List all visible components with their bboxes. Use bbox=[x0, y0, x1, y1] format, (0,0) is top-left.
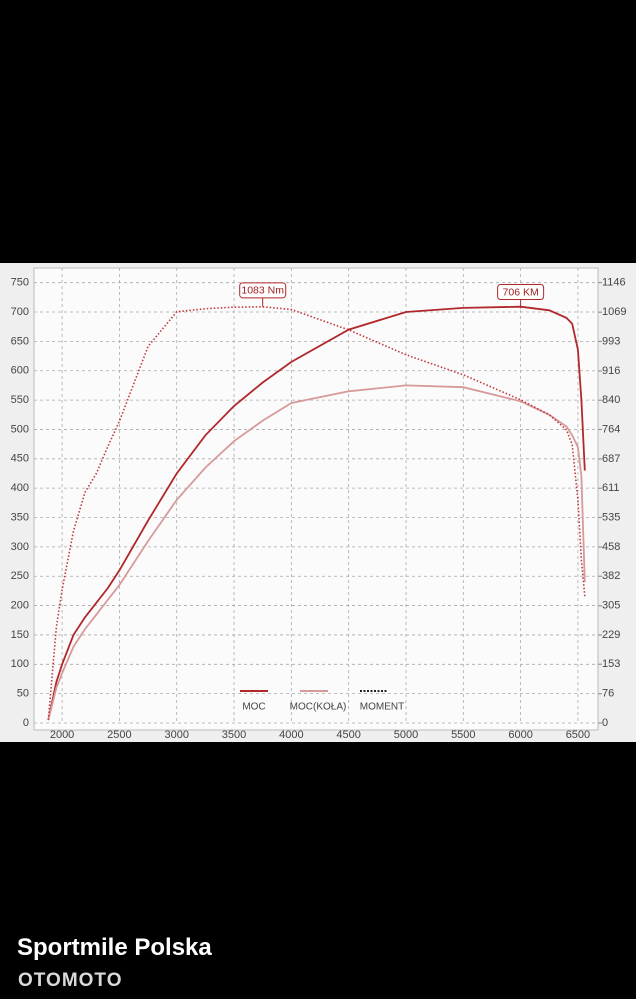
x-tick-label: 5000 bbox=[394, 729, 418, 741]
legend-label: MOMENT bbox=[360, 702, 404, 713]
x-tick-label: 4500 bbox=[336, 729, 360, 741]
x-tick-label: 3500 bbox=[222, 729, 246, 741]
plot-area bbox=[33, 267, 599, 731]
y-tick-label: 100 bbox=[11, 658, 29, 670]
y-tick-label: 250 bbox=[11, 570, 29, 582]
y2-tick-label: 611 bbox=[602, 482, 620, 494]
y2-tick-label: 229 bbox=[602, 629, 620, 641]
y2-tick-label: 153 bbox=[602, 658, 620, 670]
x-tick-label: 6000 bbox=[508, 729, 532, 741]
annotation: 1083 Nm bbox=[241, 285, 284, 297]
y-tick-label: 600 bbox=[11, 365, 29, 377]
y2-tick-label: 305 bbox=[602, 600, 620, 612]
y2-tick-label: 687 bbox=[602, 453, 620, 465]
y-tick-label: 300 bbox=[11, 541, 29, 553]
y2-tick-label: 535 bbox=[602, 511, 620, 523]
series-line bbox=[47, 384, 586, 721]
series-line bbox=[47, 305, 586, 720]
y2-tick-label: 0 bbox=[602, 717, 608, 729]
y-tick-label: 700 bbox=[11, 306, 29, 318]
y-tick-label: 400 bbox=[11, 482, 29, 494]
y2-tick-label: 916 bbox=[602, 365, 620, 377]
y-tick-label: 50 bbox=[17, 688, 29, 700]
y-tick-label: 200 bbox=[11, 599, 29, 611]
watermark: otomoto bbox=[18, 970, 123, 991]
y2-tick-label: 1146 bbox=[602, 277, 626, 289]
y-tick-label: 550 bbox=[11, 394, 29, 406]
x-tick-label: 2500 bbox=[107, 729, 131, 741]
series-line bbox=[47, 305, 586, 721]
y2-tick-label: 993 bbox=[602, 335, 620, 347]
y2-tick-label: 764 bbox=[602, 423, 620, 435]
y-tick-label: 350 bbox=[11, 511, 29, 523]
legend-label: MOC(KOŁA) bbox=[290, 702, 347, 713]
y-tick-label: 500 bbox=[11, 423, 29, 435]
y-tick-label: 650 bbox=[11, 335, 29, 347]
y-tick-label: 750 bbox=[11, 277, 29, 289]
y2-tick-label: 1069 bbox=[602, 306, 626, 318]
x-tick-label: 3000 bbox=[164, 729, 188, 741]
x-tick-label: 2000 bbox=[50, 729, 74, 741]
y2-tick-label: 458 bbox=[602, 541, 620, 553]
x-tick-label: 6500 bbox=[566, 729, 590, 741]
y-tick-label: 150 bbox=[11, 629, 29, 641]
legend-label: MOC bbox=[242, 702, 265, 713]
y2-tick-label: 840 bbox=[602, 394, 620, 406]
y-tick-label: 450 bbox=[11, 453, 29, 465]
annotation-box bbox=[239, 282, 287, 299]
y-tick-label: 0 bbox=[23, 717, 29, 729]
annotation: 706 KM bbox=[503, 286, 539, 298]
x-tick-label: 4000 bbox=[279, 729, 303, 741]
y2-tick-label: 76 bbox=[602, 688, 614, 700]
listing-title: Sportmile Polska bbox=[17, 934, 212, 961]
y2-tick-label: 382 bbox=[602, 570, 620, 582]
x-tick-label: 5500 bbox=[451, 729, 475, 741]
annotation-box bbox=[497, 284, 545, 301]
